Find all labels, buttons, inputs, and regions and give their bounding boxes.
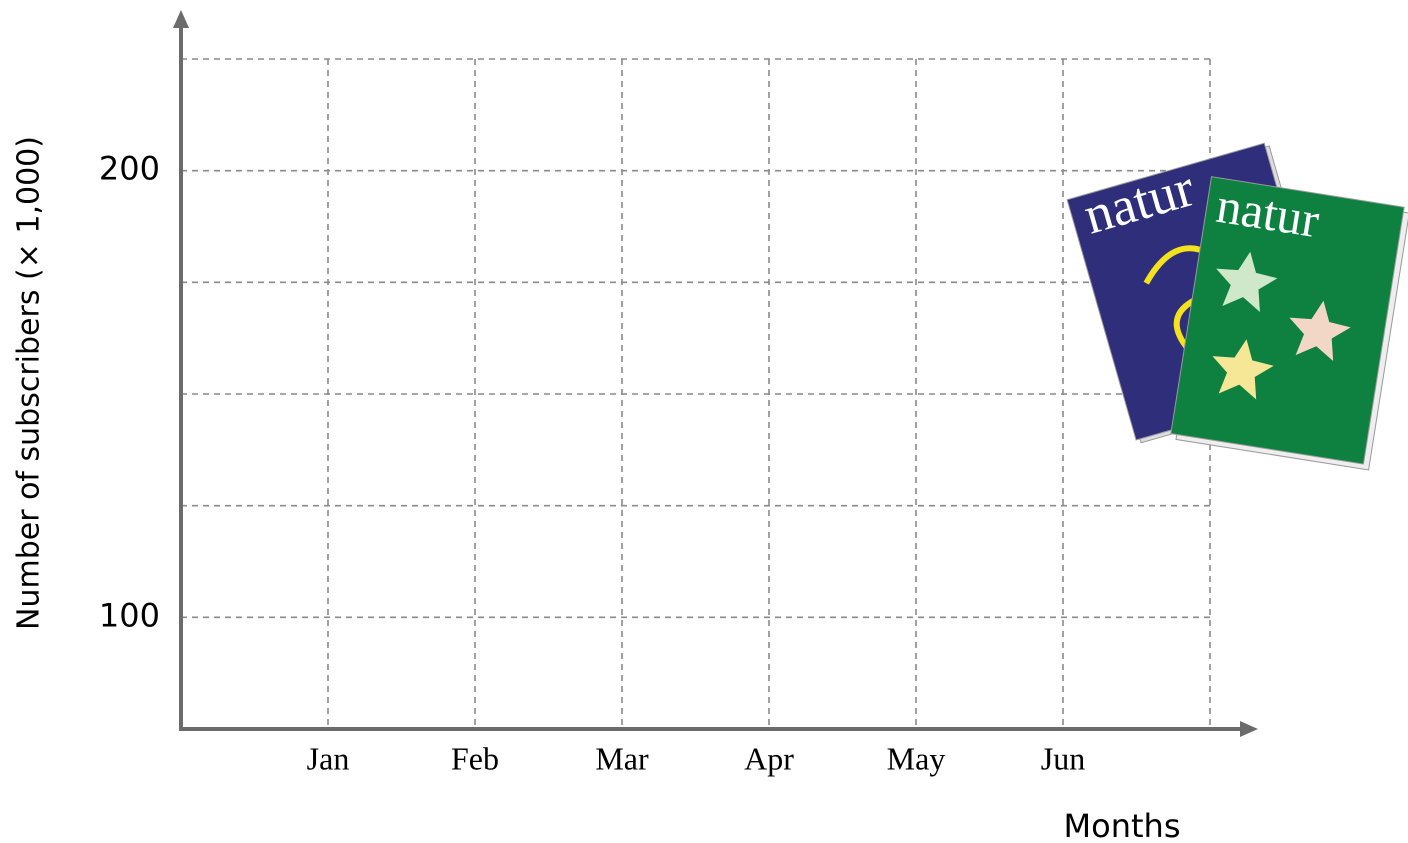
y-axis-arrow (173, 10, 189, 28)
y-tick-label: 200 (99, 150, 160, 188)
x-axis-arrow (1240, 721, 1258, 737)
x-tick-label: Jan (307, 740, 350, 776)
tick-labels: 100 200 Jan Feb Mar Apr May Jun (99, 150, 1085, 777)
x-axis-label: Months (1064, 807, 1181, 843)
x-tick-label: Apr (744, 740, 794, 776)
axes (173, 10, 1258, 737)
y-tick-label: 100 (99, 596, 160, 634)
magazine-front: natur (1170, 176, 1408, 471)
grid (181, 58, 1211, 729)
y-axis-label: Number of subscribers (× 1,000) (12, 136, 47, 630)
x-tick-label: Mar (595, 740, 649, 776)
x-tick-label: May (887, 740, 946, 776)
magazine-illustration: natur natur (1066, 142, 1408, 471)
x-tick-label: Feb (451, 740, 499, 776)
x-tick-label: Jun (1041, 740, 1085, 776)
